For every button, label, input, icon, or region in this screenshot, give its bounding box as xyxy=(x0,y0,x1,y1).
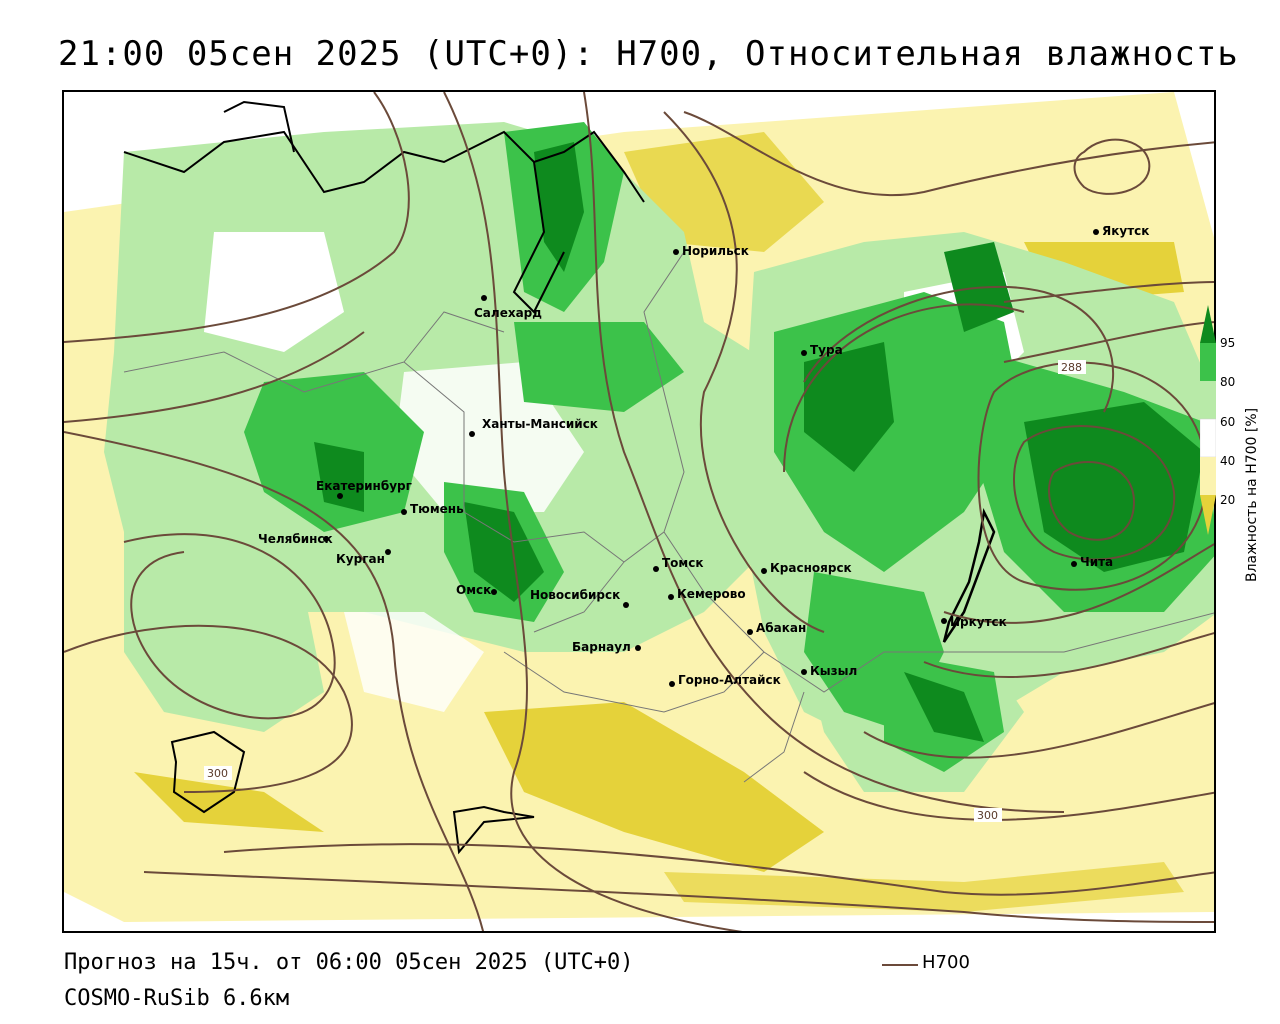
map-panel: Норильск Якутск Салехард Тура Ханты-Манс… xyxy=(62,90,1216,933)
svg-text:Якутск: Якутск xyxy=(1102,224,1149,238)
colorbar-tick-40: 40 xyxy=(1220,454,1236,468)
h700-contours xyxy=(64,92,1214,931)
coastline xyxy=(223,100,295,153)
contour-label-300-east: 300 xyxy=(974,808,1002,822)
colorbar-tick-95: 95 xyxy=(1220,336,1236,350)
svg-text:Кемерово: Кемерово xyxy=(677,587,746,601)
map-title: 21:00 05сен 2025 (UTC+0): H700, Относите… xyxy=(58,34,1239,74)
city-tomsk: Томск xyxy=(653,556,704,572)
city-yekaterinburg: Екатеринбург xyxy=(316,479,412,499)
city-novosibirsk: Новосибирск xyxy=(530,588,629,608)
city-tura: Тура xyxy=(801,343,843,357)
dry-zone xyxy=(664,862,1184,912)
city-irkutsk: Иркутск xyxy=(941,615,1007,629)
svg-text:Барнаул: Барнаул xyxy=(572,640,631,654)
contour-label-300-west: 300 xyxy=(204,766,232,780)
wet-core xyxy=(314,442,364,512)
city-layer: Норильск Якутск Салехард Тура Ханты-Манс… xyxy=(204,224,1149,822)
wet-core xyxy=(534,142,584,272)
city-kemerovo: Кемерово xyxy=(668,587,746,601)
svg-text:Кызыл: Кызыл xyxy=(810,664,857,678)
wet-core xyxy=(804,342,894,472)
city-chelyabinsk: Челябинск xyxy=(258,532,333,546)
colorbar-title: Влажность на H700 [%] xyxy=(1244,407,1260,582)
city-omsk: Омск xyxy=(456,583,497,597)
coastline xyxy=(512,161,565,314)
city-khanty-mansiysk: Ханты-Мансийск xyxy=(469,417,598,437)
svg-text:Горно-Алтайск: Горно-Алтайск xyxy=(678,673,781,687)
colorbar-tick-60: 60 xyxy=(1220,415,1236,429)
coastline xyxy=(123,130,645,203)
svg-text:Тюмень: Тюмень xyxy=(410,502,464,516)
wet-core xyxy=(1024,402,1204,572)
h700-legend-line xyxy=(882,964,918,966)
svg-text:Тура: Тура xyxy=(810,343,843,357)
aral-lake xyxy=(452,805,535,855)
svg-text:Красноярск: Красноярск xyxy=(770,561,852,575)
svg-text:Салехард: Салехард xyxy=(474,306,542,320)
forecast-info: Прогноз на 15ч. от 06:00 05сен 2025 (UTC… xyxy=(64,950,634,975)
svg-text:300: 300 xyxy=(977,809,998,822)
humidity-colorbar xyxy=(1200,305,1216,535)
white-gap xyxy=(344,612,484,712)
model-info: COSMO-RuSib 6.6км xyxy=(64,986,290,1011)
city-gorno-altaysk: Горно-Алтайск xyxy=(669,673,781,687)
city-kurgan: Курган xyxy=(336,549,391,566)
svg-text:Чита: Чита xyxy=(1080,555,1113,569)
svg-text:Новосибирск: Новосибирск xyxy=(530,588,620,602)
city-tyumen: Тюмень xyxy=(401,502,464,516)
svg-text:Томск: Томск xyxy=(662,556,704,570)
svg-text:Иркутск: Иркутск xyxy=(950,615,1007,629)
svg-text:Курган: Курган xyxy=(336,552,385,566)
dry-zone xyxy=(484,702,824,872)
city-abakan: Абакан xyxy=(747,621,806,635)
city-kyzyl: Кызыл xyxy=(801,664,857,678)
contour-label-288: 288 xyxy=(1058,360,1086,374)
svg-text:Норильск: Норильск xyxy=(682,244,749,258)
region-borders xyxy=(123,251,1214,783)
colorbar-tick-20: 20 xyxy=(1220,493,1236,507)
city-norilsk: Норильск xyxy=(673,244,749,258)
wet-core xyxy=(464,502,544,602)
white-gap xyxy=(204,232,344,352)
svg-text:288: 288 xyxy=(1061,361,1082,374)
svg-text:Челябинск: Челябинск xyxy=(258,532,333,546)
humidity-map xyxy=(64,92,1214,931)
svg-text:Абакан: Абакан xyxy=(756,621,806,635)
caspian-sea xyxy=(170,730,246,814)
svg-text:Омск: Омск xyxy=(456,583,491,597)
city-krasnoyarsk: Красноярск xyxy=(761,561,852,575)
green-area xyxy=(514,322,684,412)
svg-text:300: 300 xyxy=(207,767,228,780)
city-yakutsk: Якутск xyxy=(1093,224,1149,238)
wet-core xyxy=(904,672,984,742)
colorbar-tick-80: 80 xyxy=(1220,375,1236,389)
moist-area xyxy=(124,512,324,732)
svg-text:Ханты-Мансийск: Ханты-Мансийск xyxy=(482,417,598,431)
city-barnaul: Барнаул xyxy=(572,640,641,654)
city-chita: Чита xyxy=(1071,555,1113,569)
svg-text:Екатеринбург: Екатеринбург xyxy=(316,479,412,493)
dry-zone xyxy=(134,772,324,832)
h700-legend-label: H700 xyxy=(922,952,970,973)
city-salekhard: Салехард xyxy=(474,295,542,320)
